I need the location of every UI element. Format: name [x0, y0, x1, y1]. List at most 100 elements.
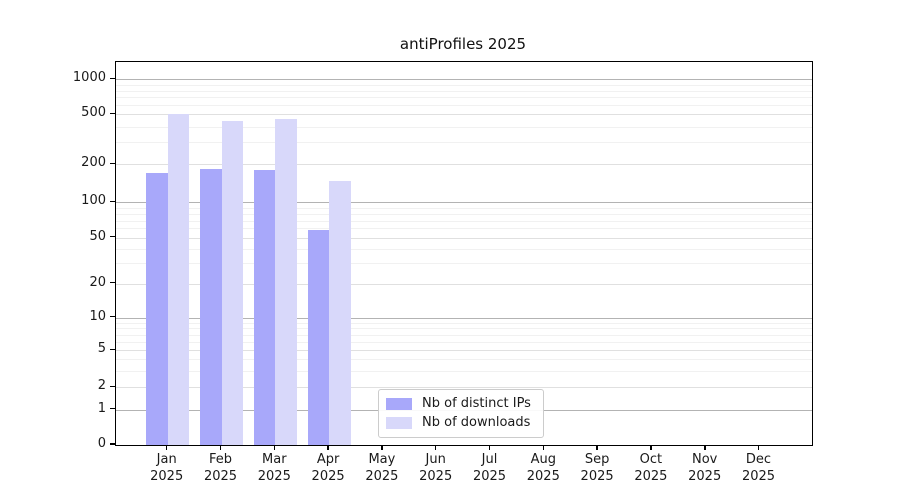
- x-axis-tick-label: Jun 2025: [404, 451, 468, 485]
- y-axis-tick: [110, 348, 115, 350]
- gridline-minor: [116, 328, 812, 330]
- x-axis-year: 2025: [472, 469, 507, 484]
- gridline-minor: [116, 213, 812, 215]
- bar-downloads: [329, 180, 351, 445]
- y-axis-tick-label: 5: [97, 341, 106, 357]
- gridline-minor: [116, 90, 812, 92]
- bar-distinct-ips: [146, 172, 168, 445]
- gridline-minor: [116, 97, 812, 99]
- x-axis-month: Apr: [316, 452, 340, 467]
- x-axis-tick: [542, 445, 544, 450]
- x-axis-tick: [434, 445, 437, 450]
- x-axis-year: 2025: [741, 469, 776, 484]
- x-axis-tick-label: Dec 2025: [727, 451, 791, 485]
- y-axis-tick-label: 10: [89, 308, 106, 324]
- x-axis-tick: [381, 445, 383, 450]
- gridline-sub: [116, 164, 812, 166]
- x-axis-tick-label: Sep 2025: [565, 451, 629, 485]
- x-axis-year: 2025: [419, 469, 453, 484]
- gridline-sub: [116, 237, 812, 239]
- x-axis-month: Oct: [639, 452, 663, 467]
- gridline-minor: [116, 220, 812, 222]
- gridline-minor: [116, 228, 812, 230]
- x-axis-tick-label: Aug 2025: [511, 451, 575, 485]
- gridline-minor: [116, 322, 812, 324]
- x-axis-month: Jun: [425, 452, 446, 467]
- gridline-sub: [116, 387, 812, 389]
- y-axis-tick: [110, 112, 115, 114]
- legend-label-distinct-ips: Nb of distinct IPs: [422, 396, 531, 411]
- x-axis-tick: [596, 445, 598, 450]
- y-axis-tick-label: 100: [81, 193, 106, 209]
- x-axis-tick-label: Oct 2025: [619, 451, 683, 485]
- gridline-sub: [116, 350, 812, 352]
- y-axis-tick-label: 500: [81, 105, 106, 121]
- gridline-major: [116, 79, 812, 81]
- gridline-minor: [116, 126, 812, 128]
- gridline-minor: [116, 207, 812, 209]
- gridline-major: [116, 317, 812, 319]
- gridline-minor: [116, 370, 812, 372]
- y-axis-tick: [110, 407, 115, 410]
- x-axis-tick: [219, 445, 222, 450]
- x-axis-month: Jan: [156, 452, 177, 467]
- x-axis-tick-label: May 2025: [350, 451, 414, 485]
- y-axis-tick: [110, 77, 115, 80]
- y-axis-tick: [110, 315, 115, 318]
- x-axis-tick-label: Jan 2025: [135, 451, 199, 485]
- y-axis-tick-label: 1: [97, 400, 106, 416]
- gridline-minor: [116, 105, 812, 107]
- x-axis-tick: [704, 445, 706, 450]
- x-axis-tick-label: Nov 2025: [673, 451, 737, 485]
- gridline-minor: [116, 248, 812, 250]
- x-axis-year: 2025: [257, 469, 291, 484]
- y-axis-tick-label: 50: [89, 228, 106, 244]
- gridline-minor: [116, 84, 812, 86]
- x-axis-year: 2025: [526, 469, 560, 484]
- y-axis-tick: [110, 281, 115, 284]
- x-axis-tick: [165, 445, 168, 450]
- bar-downloads: [275, 118, 297, 445]
- x-axis-year: 2025: [688, 469, 722, 484]
- x-axis-year: 2025: [634, 469, 668, 484]
- legend-entry-downloads: Nb of downloads: [386, 415, 535, 431]
- gridline-major: [116, 202, 812, 204]
- x-axis-tick: [327, 445, 329, 450]
- legend-label-downloads: Nb of downloads: [422, 415, 531, 430]
- x-axis-year: 2025: [311, 469, 345, 484]
- gridline-minor: [116, 359, 812, 361]
- x-axis-month: Mar: [262, 452, 287, 467]
- x-axis-year: 2025: [365, 469, 399, 484]
- x-axis-year: 2025: [203, 469, 238, 484]
- chart-title: antiProfiles 2025: [399, 35, 527, 53]
- legend-entry-distinct-ips: Nb of distinct IPs: [386, 396, 535, 412]
- x-axis-month: Nov: [692, 452, 718, 467]
- gridline-minor: [116, 341, 812, 343]
- y-axis-tick: [110, 235, 115, 238]
- x-axis-month: Aug: [530, 452, 556, 467]
- gridline-minor: [116, 334, 812, 336]
- legend-swatch-downloads: [386, 417, 412, 429]
- legend-swatch-distinct-ips: [386, 398, 412, 410]
- bar-distinct-ips: [253, 170, 276, 445]
- x-axis-tick-label: Jul 2025: [458, 451, 522, 485]
- x-axis-tick: [273, 445, 275, 450]
- x-axis-tick: [757, 445, 760, 450]
- gridline-minor: [116, 142, 812, 144]
- x-axis-tick-label: Mar 2025: [242, 451, 306, 485]
- bar-downloads: [167, 114, 190, 445]
- x-axis-month: Feb: [208, 452, 233, 467]
- x-axis-year: 2025: [580, 469, 614, 484]
- x-axis-year: 2025: [150, 469, 184, 484]
- bar-distinct-ips: [307, 230, 330, 445]
- bar-downloads: [221, 121, 243, 445]
- y-axis-tick: [110, 200, 115, 202]
- plot-area: [115, 61, 813, 446]
- y-axis-tick: [110, 162, 115, 164]
- gridline-minor: [116, 263, 812, 265]
- y-axis-tick-label: 20: [89, 274, 106, 290]
- x-axis-tick: [488, 445, 491, 450]
- x-axis-month: Sep: [584, 452, 610, 467]
- y-axis-tick-label: 2: [97, 378, 106, 394]
